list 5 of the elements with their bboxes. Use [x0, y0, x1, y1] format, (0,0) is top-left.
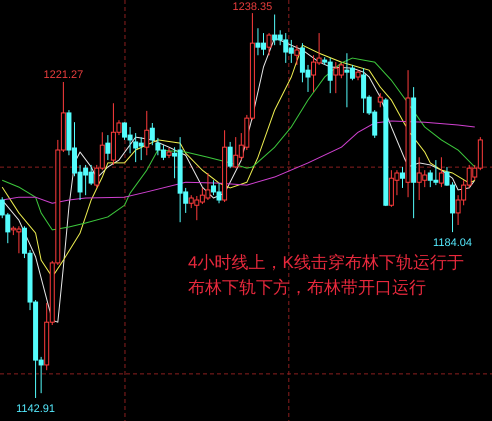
annotation: 1142.91 [16, 402, 56, 415]
annotation: 1221.27 [43, 68, 84, 81]
annotation: 1238.35 [232, 1, 272, 13]
annotation: 1184.04 [433, 237, 472, 250]
annotation: 4小时线上，K线击穿布林下轨运行于布林下轨下方，布林带开口运行 [188, 252, 465, 299]
